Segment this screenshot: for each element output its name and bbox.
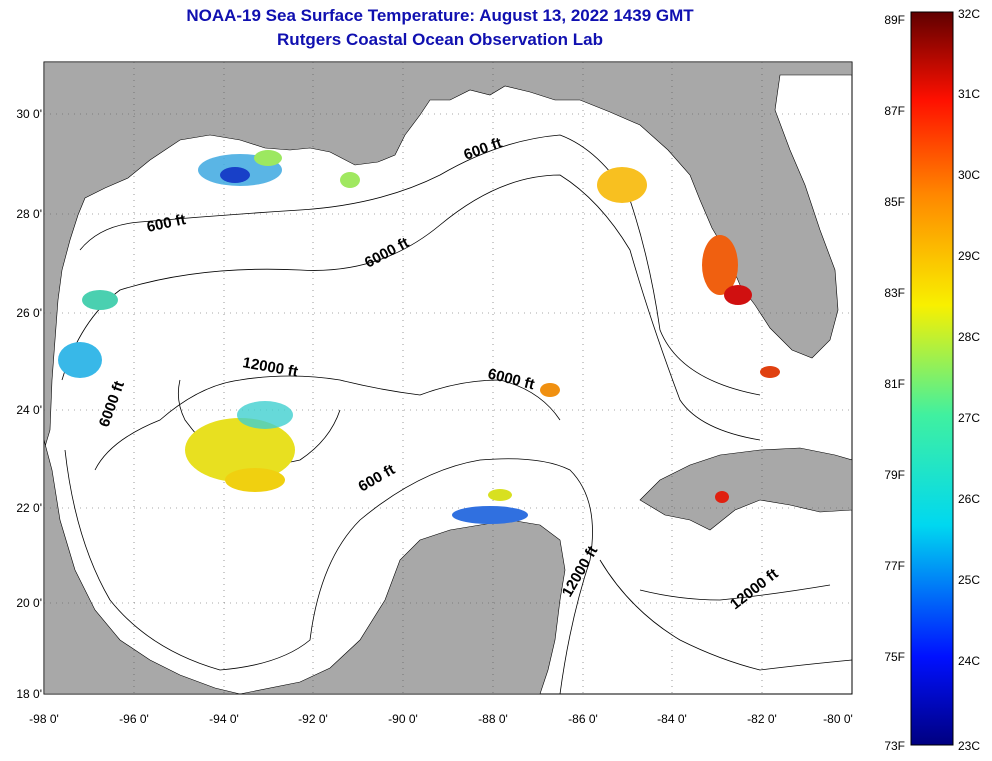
- lon-label: -94 0': [209, 712, 239, 726]
- lat-label: 28 0': [16, 207, 42, 221]
- colorbar-c-label: 28C: [958, 330, 980, 344]
- sst-patch-cuba: [715, 491, 729, 503]
- bathymetry-contours: [61, 134, 852, 694]
- colorbar-f-label: 81F: [884, 377, 905, 391]
- colorbar-c-label: 29C: [958, 249, 980, 263]
- sst-patch-texas: [82, 290, 118, 310]
- colorbar-f-label: 89F: [884, 13, 905, 27]
- sst-patch-louisiana-cold: [220, 167, 250, 183]
- colorbar-f-label: 85F: [884, 195, 905, 209]
- colorbar-c-label: 31C: [958, 87, 980, 101]
- lon-label: -96 0': [119, 712, 149, 726]
- sst-patches: [58, 150, 780, 524]
- lon-label: -98 0': [29, 712, 59, 726]
- colorbar-c-label: 30C: [958, 168, 980, 182]
- lat-label: 26 0': [16, 306, 42, 320]
- sst-patch-6000ft-east: [540, 383, 560, 397]
- map-subtitle: Rutgers Coastal Ocean Observation Lab: [277, 30, 603, 49]
- lat-label: 20 0': [16, 596, 42, 610]
- land-us: [44, 62, 852, 451]
- sst-patch-florida-west: [702, 235, 738, 295]
- lon-label: -80 0': [823, 712, 853, 726]
- sst-patch-campeche-green: [488, 489, 512, 501]
- colorbar-f-label: 83F: [884, 286, 905, 300]
- colorbar-f-label: 75F: [884, 650, 905, 664]
- colorbar-f-labels: 89F 87F 85F 83F 81F 79F 77F 75F 73F: [884, 13, 905, 753]
- colorbar-c-label: 32C: [958, 7, 980, 21]
- colorbar-c-label: 24C: [958, 654, 980, 668]
- sst-patch-central-cyan: [237, 401, 293, 429]
- colorbar-f-label: 79F: [884, 468, 905, 482]
- sst-patch-florida-bigbend: [597, 167, 647, 203]
- colorbar-c-label: 23C: [958, 739, 980, 753]
- colorbar-f-label: 73F: [884, 739, 905, 753]
- sst-patch-florida-hot: [724, 285, 752, 305]
- lon-label: -88 0': [478, 712, 508, 726]
- sst-patch-campeche: [452, 506, 528, 524]
- lon-label: -90 0': [388, 712, 418, 726]
- colorbar-c-label: 25C: [958, 573, 980, 587]
- colorbar-c-label: 26C: [958, 492, 980, 506]
- lat-label: 24 0': [16, 403, 42, 417]
- lat-label: 22 0': [16, 501, 42, 515]
- sst-patch-central-south: [225, 468, 285, 492]
- lon-label: -86 0': [568, 712, 598, 726]
- sst-patch-keys: [760, 366, 780, 378]
- colorbar: [910, 11, 954, 746]
- lon-axis: -98 0' -96 0' -94 0' -92 0' -90 0' -88 0…: [29, 712, 853, 726]
- map-title: NOAA-19 Sea Surface Temperature: August …: [186, 6, 694, 25]
- land-mexico-west: [44, 439, 241, 694]
- colorbar-f-label: 77F: [884, 559, 905, 573]
- lon-label: -84 0': [657, 712, 687, 726]
- colorbar-f-label: 87F: [884, 104, 905, 118]
- sst-patch-louisiana-warm: [254, 150, 282, 166]
- lon-label: -82 0': [747, 712, 777, 726]
- lat-axis: 30 0' 28 0' 26 0' 24 0' 22 0' 20 0' 18 0…: [16, 107, 42, 701]
- colorbar-c-label: 27C: [958, 411, 980, 425]
- sst-patch-texas-south: [58, 342, 102, 378]
- colorbar-c-labels: 32C 31C 30C 29C 28C 27C 26C 25C 24C 23C: [958, 7, 980, 753]
- lon-label: -92 0': [298, 712, 328, 726]
- lat-label: 18 0': [16, 687, 42, 701]
- sst-patch-central: [185, 418, 295, 482]
- sst-patch-mississippi: [340, 172, 360, 188]
- land-cuba: [639, 447, 852, 531]
- lat-label: 30 0': [16, 107, 42, 121]
